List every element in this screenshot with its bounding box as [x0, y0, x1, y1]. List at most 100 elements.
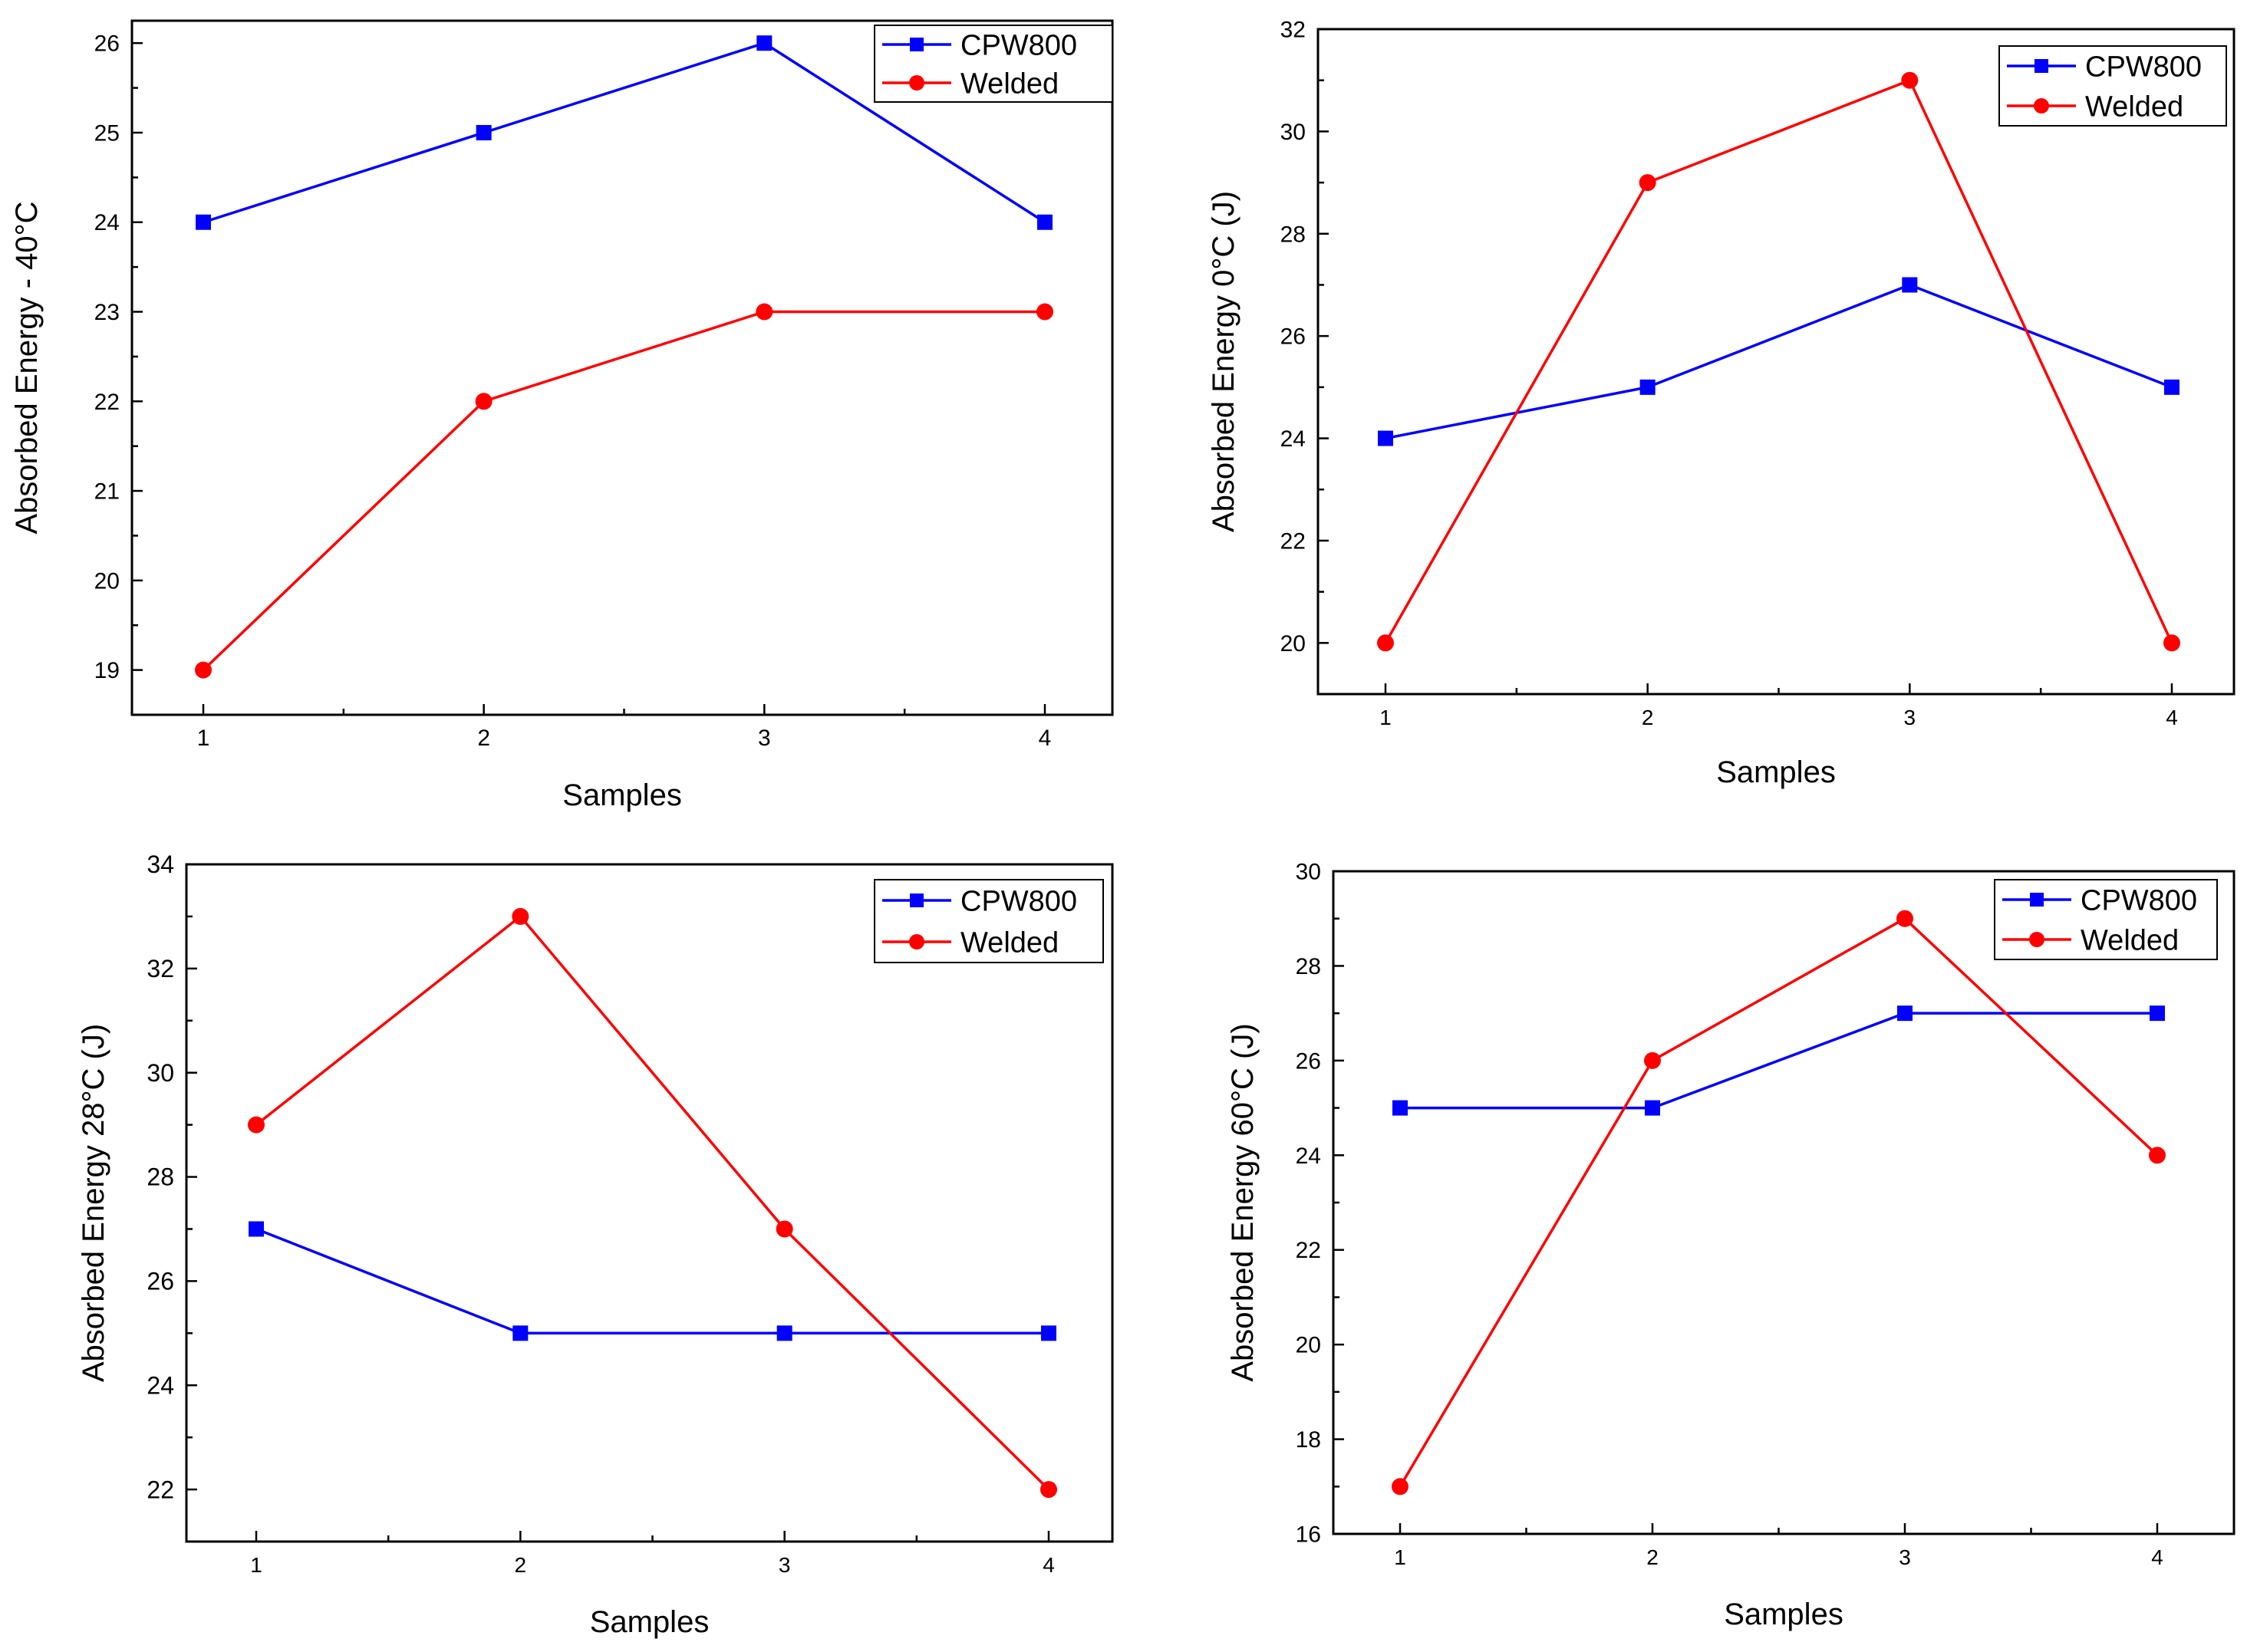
x-tick-label: 2 — [477, 726, 490, 751]
data-point-welded — [1377, 634, 1394, 652]
x-axis-title: Samples — [1724, 1598, 1843, 1631]
legend-label: Welded — [960, 67, 1059, 100]
y-tick-label: 28 — [1296, 954, 1321, 979]
data-point-cpw800 — [1897, 1005, 1913, 1022]
y-tick-label: 24 — [147, 1371, 174, 1399]
y-tick-label: 20 — [1296, 1333, 1321, 1358]
y-axis-title: Absorbed Energy 28°C (J) — [77, 1024, 110, 1382]
y-tick-label: 22 — [147, 1476, 174, 1503]
x-tick-label: 1 — [197, 726, 210, 751]
legend-marker — [2034, 59, 2048, 73]
x-tick-label: 3 — [1904, 706, 1916, 729]
data-point-cpw800 — [1041, 1325, 1056, 1341]
data-point-welded — [1040, 1481, 1057, 1499]
data-point-welded — [1896, 910, 1913, 927]
y-tick-label: 24 — [1280, 426, 1306, 452]
data-point-cpw800 — [1639, 379, 1656, 395]
data-point-cpw800 — [196, 214, 211, 230]
data-point-welded — [195, 661, 212, 679]
series-line-cpw800 — [1385, 283, 2173, 440]
legend-marker — [909, 934, 924, 949]
y-tick-label: 26 — [1296, 1048, 1321, 1074]
legend-marker — [910, 38, 924, 51]
data-point-welded — [1644, 1051, 1661, 1069]
y-tick-label: 21 — [94, 479, 120, 505]
data-point-cpw800 — [1037, 214, 1053, 230]
chart-panel-4: 16 18 20 22 24 26 28 30 1 2 3 4 Samples Absorbed Ener… — [1226, 860, 2235, 1631]
data-point-welded — [1036, 303, 1053, 321]
data-point-welded — [475, 393, 493, 410]
data-point-welded — [512, 907, 529, 925]
legend-label: Welded — [2085, 90, 2183, 123]
legend-marker — [2030, 893, 2044, 907]
y-tick-label: 18 — [1296, 1427, 1321, 1453]
x-tick-label: 3 — [779, 1553, 791, 1577]
data-point-welded — [776, 1220, 793, 1238]
x-tick-label: 4 — [2151, 1545, 2163, 1569]
data-point-cpw800 — [512, 1325, 529, 1341]
data-point-cpw800 — [1645, 1100, 1660, 1116]
legend: CPW800 Welded — [1998, 45, 2227, 127]
y-tick-label: 22 — [1296, 1238, 1321, 1263]
data-point-cpw800 — [756, 35, 773, 51]
legend-label: CPW800 — [2081, 884, 2197, 916]
data-point-welded — [1901, 71, 1919, 89]
series-line-welded — [202, 310, 1045, 671]
legend-marker — [2029, 932, 2044, 947]
x-tick-label: 2 — [1642, 706, 1654, 729]
data-point-welded — [2149, 1147, 2166, 1164]
y-tick-label: 28 — [1280, 222, 1306, 247]
data-point-welded — [1392, 1478, 1408, 1496]
series-line-cpw800 — [1400, 1012, 2157, 1110]
series-line-cpw800 — [203, 41, 1046, 224]
y-tick-label: 26 — [1280, 324, 1306, 350]
y-tick-label: 26 — [94, 31, 120, 57]
data-point-cpw800 — [2150, 1005, 2165, 1022]
y-tick-label: 32 — [147, 955, 174, 982]
legend-label: CPW800 — [2085, 51, 2202, 83]
data-point-welded — [1639, 174, 1656, 192]
plot-frame — [1316, 28, 2235, 696]
plot-frame — [1332, 870, 2235, 1535]
y-tick-label: 34 — [147, 851, 174, 878]
plot-frame — [185, 863, 1114, 1543]
y-tick-label: 20 — [94, 568, 120, 594]
y-tick-label: 30 — [1296, 860, 1321, 885]
data-point-cpw800 — [249, 1221, 264, 1237]
x-tick-label: 2 — [1646, 1545, 1659, 1569]
legend-label: CPW800 — [960, 885, 1077, 917]
y-tick-label: 23 — [94, 300, 120, 325]
x-tick-label: 4 — [1043, 1553, 1055, 1577]
series-line-welded — [1399, 916, 2159, 1488]
legend-marker — [909, 75, 924, 90]
y-tick-label: 20 — [1280, 631, 1306, 657]
series-line-welded — [255, 914, 1050, 1491]
y-tick-label: 22 — [94, 390, 120, 415]
x-axis-title: Samples — [590, 1605, 710, 1639]
series-line-cpw800 — [255, 1227, 1049, 1335]
data-point-cpw800 — [1378, 430, 1393, 446]
data-point-welded — [248, 1116, 265, 1134]
x-axis-title: Samples — [562, 778, 682, 812]
y-tick-label: 32 — [1280, 18, 1306, 43]
y-tick-label: 24 — [94, 210, 120, 235]
y-tick-label: 25 — [94, 120, 120, 146]
legend-marker — [2034, 98, 2049, 114]
data-point-welded — [756, 303, 773, 321]
y-tick-label: 24 — [1296, 1144, 1321, 1169]
legend-label: CPW800 — [960, 29, 1077, 61]
x-tick-label: 4 — [2166, 706, 2178, 729]
data-point-welded — [2163, 634, 2180, 652]
legend: CPW800 Welded — [1994, 879, 2218, 960]
series-line-welded — [1384, 78, 2173, 644]
y-tick-label: 16 — [1296, 1522, 1321, 1548]
x-tick-label: 3 — [1899, 1545, 1911, 1569]
x-tick-label: 4 — [1039, 726, 1052, 751]
x-axis-title: Samples — [1716, 755, 1836, 789]
y-tick-label: 30 — [147, 1059, 174, 1087]
y-axis-title: Absorbed Energy - 40°C — [10, 201, 44, 534]
plot-frame — [130, 19, 1114, 716]
